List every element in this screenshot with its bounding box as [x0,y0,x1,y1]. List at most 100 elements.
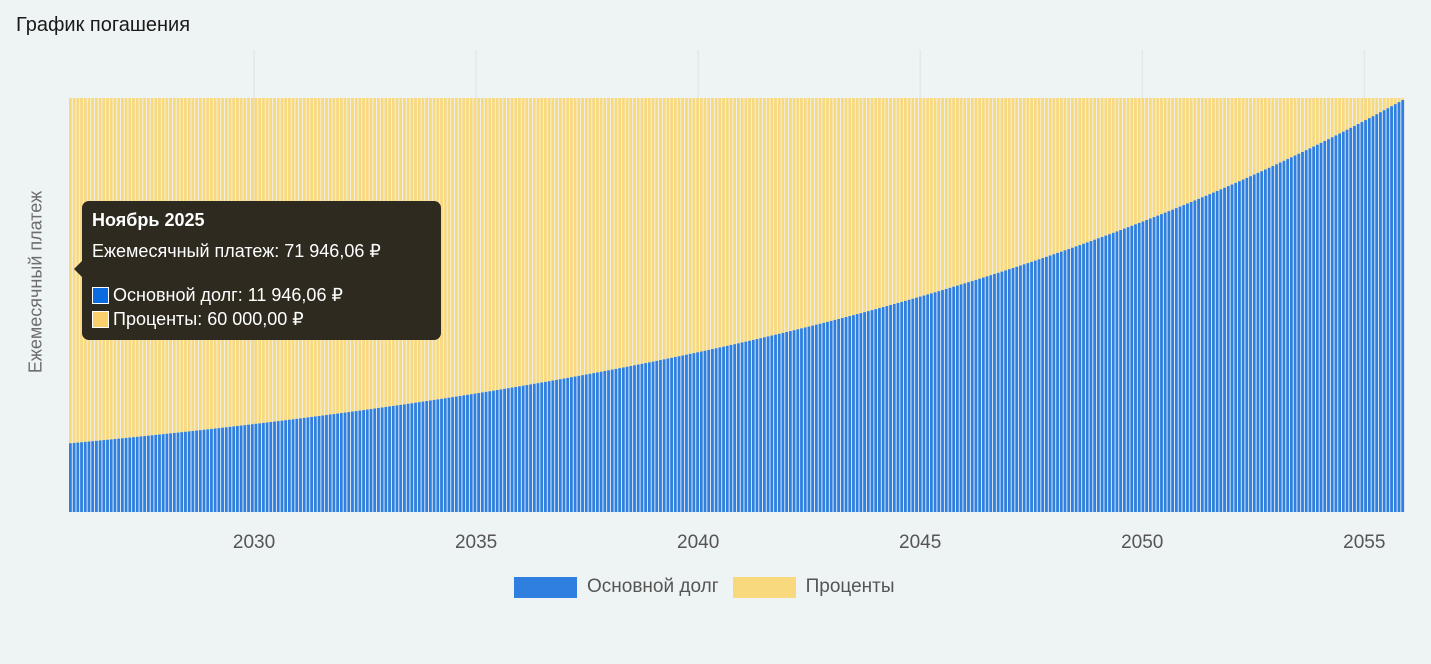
bar-principal[interactable] [866,311,870,512]
bar-principal[interactable] [1119,230,1123,512]
bar-interest[interactable] [577,98,581,376]
bar-principal[interactable] [1111,232,1115,512]
bar-month-176[interactable] [718,98,722,512]
bar-interest[interactable] [1108,98,1111,235]
bar-principal[interactable] [313,416,317,512]
bar-interest[interactable] [1189,98,1193,202]
bar-principal[interactable] [840,318,844,512]
bar-principal[interactable] [250,424,254,512]
bar-principal[interactable] [310,416,314,512]
bar-principal[interactable] [1104,235,1108,512]
bar-interest[interactable] [562,98,566,379]
bar-month-120[interactable] [510,98,514,512]
bar-month-175[interactable] [714,98,718,512]
bar-month-290[interactable] [1141,98,1145,512]
bar-principal[interactable] [1078,245,1082,513]
bar-principal[interactable] [428,400,432,512]
bar-interest[interactable] [1289,98,1293,158]
bar-principal[interactable] [558,379,562,512]
bar-principal[interactable] [198,430,202,512]
bar-month-253[interactable] [1004,98,1008,512]
bar-month-131[interactable] [551,98,555,512]
bar-principal[interactable] [1193,200,1197,512]
bar-principal[interactable] [993,274,996,512]
bar-month-326[interactable] [1275,98,1278,512]
bar-month-139[interactable] [581,98,584,512]
bar-month-125[interactable] [529,98,532,512]
bar-principal[interactable] [506,388,510,512]
bar-interest[interactable] [1174,98,1178,209]
bar-principal[interactable] [959,284,963,512]
bar-principal[interactable] [373,408,377,512]
bar-month-188[interactable] [762,98,766,512]
bar-month-112[interactable] [480,98,484,512]
bar-principal[interactable] [933,292,937,512]
bar-month-115[interactable] [492,98,495,512]
bar-interest[interactable] [1104,98,1108,236]
bar-principal[interactable] [213,428,217,512]
bar-interest[interactable] [989,98,993,276]
bar-interest[interactable] [551,98,555,381]
bar-interest[interactable] [974,98,978,280]
bar-interest[interactable] [1100,98,1104,237]
bar-interest[interactable] [729,98,733,345]
bar-principal[interactable] [1067,249,1071,512]
bar-principal[interactable] [1212,192,1215,512]
bar-month-289[interactable] [1137,98,1141,513]
bar-principal[interactable] [1026,263,1030,512]
bar-month-215[interactable] [863,98,866,512]
bar-interest[interactable] [1208,98,1212,195]
bar-month-218[interactable] [874,98,878,512]
bar-month-350[interactable] [1364,98,1367,512]
bar-month-352[interactable] [1371,98,1375,513]
bar-interest[interactable] [852,98,855,316]
bar-interest[interactable] [610,98,614,370]
bar-interest[interactable] [1327,98,1330,140]
bar-interest[interactable] [900,98,904,302]
bar-month-151[interactable] [625,98,629,512]
bar-month-225[interactable] [900,98,904,512]
bar-principal[interactable] [555,379,558,512]
bar-principal[interactable] [1382,110,1386,512]
bar-principal[interactable] [677,356,681,512]
bar-principal[interactable] [154,434,158,512]
bar-principal[interactable] [443,398,447,512]
bar-principal[interactable] [109,439,113,512]
bar-month-298[interactable] [1171,98,1175,512]
bar-month-231[interactable] [922,98,926,512]
bar-month-295[interactable] [1160,98,1163,513]
bar-principal[interactable] [232,426,236,512]
bar-interest[interactable] [751,98,755,340]
bar-principal[interactable] [703,350,707,512]
bar-interest[interactable] [1252,98,1256,175]
bar-principal[interactable] [1219,189,1223,512]
bar-month-103[interactable] [447,98,451,512]
bar-interest[interactable] [1249,98,1252,177]
bar-principal[interactable] [510,387,514,512]
bar-month-108[interactable] [466,98,469,512]
bar-interest[interactable] [466,98,469,395]
bar-principal[interactable] [607,370,610,512]
bar-month-135[interactable] [566,98,570,512]
bar-principal[interactable] [117,438,121,512]
bar-month-332[interactable] [1297,98,1301,512]
bar-month-195[interactable] [788,98,792,512]
bar-principal[interactable] [1327,139,1330,512]
bar-principal[interactable] [302,417,306,512]
bar-principal[interactable] [859,313,863,512]
bar-principal[interactable] [807,326,811,512]
bar-month-168[interactable] [688,98,692,512]
bar-principal[interactable] [91,441,95,512]
bar-principal[interactable] [688,353,692,512]
bar-month-114[interactable] [488,98,492,512]
bar-month-245[interactable] [974,98,978,512]
bar-month-272[interactable] [1074,98,1078,512]
bar-month-315[interactable] [1234,98,1238,513]
bar-principal[interactable] [696,352,699,512]
bar-month-243[interactable] [967,98,970,512]
bar-principal[interactable] [1022,264,1026,512]
bar-month-138[interactable] [577,98,581,512]
bar-principal[interactable] [770,335,774,512]
bar-month-348[interactable] [1356,98,1360,512]
bar-principal[interactable] [258,423,262,512]
